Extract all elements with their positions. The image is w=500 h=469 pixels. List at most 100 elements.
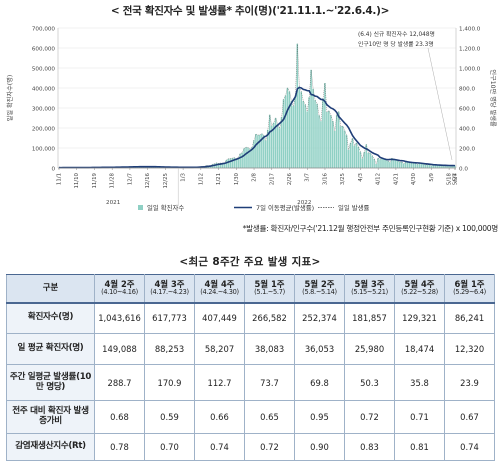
year-label-2021: 2021	[106, 200, 121, 206]
daily-case-bar	[391, 158, 393, 168]
daily-case-bar	[452, 165, 454, 168]
daily-case-bar	[341, 126, 344, 168]
daily-case-bar	[377, 158, 379, 168]
daily-case-bar	[326, 111, 328, 168]
daily-case-bar	[369, 153, 371, 168]
table-header-week: 4월 4주 (4.24.~4.30)	[194, 274, 245, 303]
daily-case-bar	[418, 163, 421, 168]
weekly-indicator-table: 구분 4월 2주 (4.10~4.16) 4월 3주 (4.17.~4.23) 4월 4…	[6, 274, 495, 461]
daily-case-bar	[385, 159, 387, 168]
table-cell: 0.72	[344, 400, 395, 434]
daily-case-bar	[270, 125, 273, 168]
table-cell: 86,241	[444, 301, 495, 334]
table-cell: 0.74	[444, 433, 495, 461]
daily-case-bar	[284, 95, 287, 168]
daily-case-bar	[402, 163, 405, 168]
x-tick-label: 4/3	[358, 173, 364, 182]
table-cell: 0.78	[94, 433, 145, 461]
daily-case-bar	[335, 114, 338, 168]
daily-case-bar	[387, 160, 389, 168]
daily-case-bar	[316, 103, 318, 168]
daily-case-bar	[310, 69, 312, 168]
daily-case-bar	[361, 158, 364, 168]
daily-case-bar	[397, 161, 399, 168]
daily-case-bar	[347, 149, 350, 168]
daily-case-bar	[154, 167, 157, 168]
year-label-2022: 2022	[297, 200, 311, 206]
daily-case-bar	[416, 164, 419, 168]
footnote: *발생률: 확진자/인구수('21.12월 행정안전부 주민등록인구현황 기준)…	[242, 224, 499, 233]
daily-case-bar	[243, 148, 245, 168]
daily-case-bar	[225, 160, 228, 168]
table-cell: 0.95	[294, 400, 345, 434]
left-tick-label: 0	[51, 167, 55, 173]
daily-case-bar	[294, 95, 297, 168]
x-tick-label: 5/27	[453, 173, 459, 185]
daily-case-bar	[408, 162, 411, 168]
daily-case-bar	[355, 142, 358, 168]
daily-case-bar	[448, 165, 450, 168]
table-row: 일 평균 확진자(명) 149,088 88,253 58,207 38,083 36,0…	[6, 333, 495, 365]
table-cell: 0.70	[144, 433, 195, 461]
daily-case-bar	[373, 158, 375, 168]
daily-case-bar	[272, 122, 275, 168]
week-range: (5.29~6.4)	[453, 288, 486, 297]
daily-case-bar	[300, 91, 303, 168]
daily-case-bar	[371, 155, 373, 168]
week-label: 4월 3주	[154, 278, 185, 289]
daily-case-bar	[274, 117, 277, 168]
week-range: (5.8.~5.14)	[302, 288, 337, 297]
daily-case-bar	[302, 100, 304, 168]
right-axis-label: 인구10만 명당 발생률	[489, 69, 497, 127]
left-axis-label: 일일 확진자수(명)	[6, 75, 14, 122]
table-cell: 58,207	[194, 333, 245, 365]
daily-case-bar	[324, 83, 326, 168]
daily-case-bar	[221, 163, 224, 168]
daily-case-bar	[393, 159, 395, 168]
daily-case-bar	[333, 130, 336, 168]
table-row: 주간 일평균 발생률(10만 명당) 288.7 170.9 112.7 73.7 69.…	[6, 364, 495, 401]
week-range: (4.17.~4.23)	[150, 288, 189, 297]
right-tick-label: 1,000.0	[459, 67, 481, 73]
daily-case-bar	[330, 115, 332, 168]
legend: 일일 확진자수 7일 이동평균(발생률) 일일 발생률	[138, 203, 370, 212]
daily-case-bar	[331, 121, 334, 168]
daily-case-bar	[257, 135, 259, 168]
daily-case-bar	[312, 88, 314, 168]
right-axis-ticks: 0.0 200.0 400.0 600.0 800.0 1,000.0 1,200.0 1,4…	[459, 27, 481, 173]
daily-case-bar	[298, 86, 301, 168]
x-tick-label: 5/9	[429, 172, 435, 181]
table-cell: 25,980	[344, 333, 395, 365]
daily-case-bar	[436, 165, 438, 168]
x-axis-ticks: 11/1 11/10 11/19 11/28 12/7 12/16 12/25 1/3 1/12…	[56, 168, 459, 189]
daily-case-bar	[288, 91, 291, 168]
table-cell: 69.8	[294, 364, 345, 401]
daily-case-bar	[404, 162, 407, 168]
annotation-line: 인구10만 명 당 발생률 23.3명	[358, 40, 434, 48]
annotation-pointer	[427, 47, 453, 161]
table-cell: 0.90	[294, 433, 345, 461]
daily-case-bar	[426, 164, 429, 168]
table-header-week: 4월 3주 (4.17.~4.23)	[144, 274, 195, 303]
x-tick-label: 3/7	[305, 173, 311, 182]
daily-case-bar	[357, 146, 360, 168]
daily-case-bar	[233, 157, 236, 168]
daily-case-bar	[251, 147, 253, 168]
daily-case-bar	[434, 165, 436, 168]
daily-case-bar	[363, 152, 366, 168]
table-cell: 0.71	[394, 400, 445, 434]
table-cell: 50.3	[344, 364, 395, 401]
daily-case-bar	[280, 117, 283, 168]
daily-case-bar	[343, 130, 346, 168]
daily-case-bar	[276, 124, 279, 168]
chart-title: < 전국 확진자수 및 발생률* 추이(명)('21.11.1.~'22.6.4…	[110, 5, 390, 17]
x-tick-label: 11/1	[56, 173, 62, 185]
daily-case-bar	[422, 164, 425, 168]
x-tick-label: 11/19	[92, 172, 98, 188]
daily-case-bar	[308, 97, 310, 168]
table-row: 확진자수(명) 1,043,616 617,773 407,449 266,582 252…	[6, 301, 495, 334]
daily-case-bar	[241, 152, 243, 168]
legend-line-label: 7일 이동평균(발생률)	[256, 203, 314, 212]
table-cell: 18,474	[394, 333, 445, 365]
table-cell: 0.68	[94, 400, 145, 434]
